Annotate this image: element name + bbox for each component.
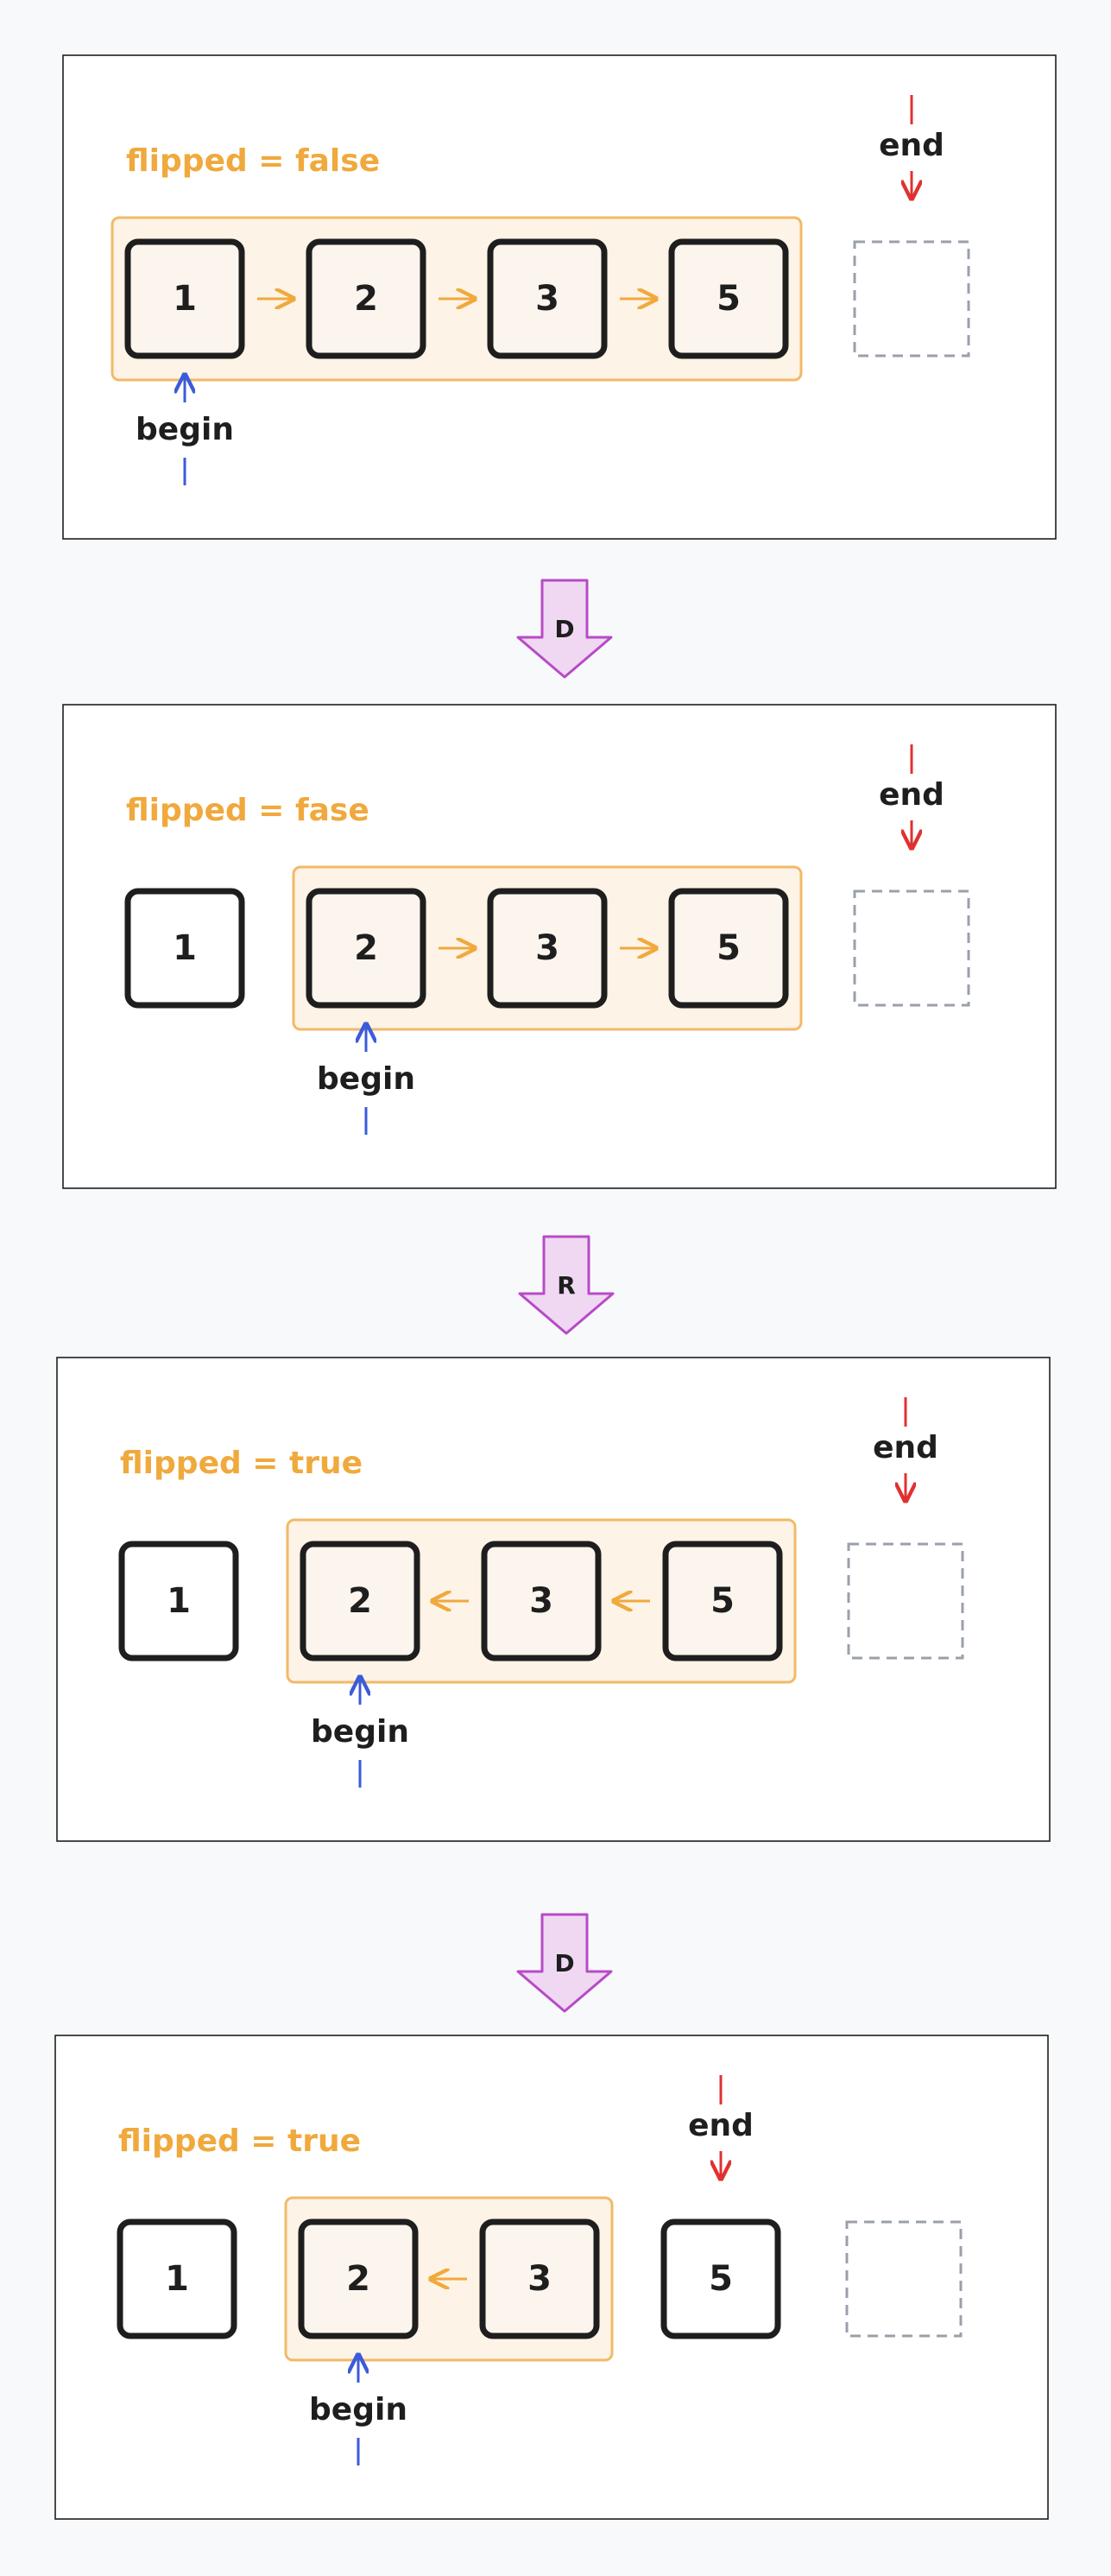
- node-value: 5: [716, 928, 741, 968]
- list-node: 3: [487, 238, 608, 359]
- end-label: end: [879, 128, 944, 163]
- state-panel: flipped = fase 1 2 3 5 begin end: [62, 704, 1057, 1189]
- operation-label: D: [554, 1949, 574, 1978]
- state-panel: flipped = true 1 2 3 5 begin end: [56, 1357, 1051, 1842]
- node-box: [668, 238, 789, 359]
- node-value: 2: [354, 928, 378, 968]
- begin-label: begin: [311, 1714, 409, 1750]
- list-node: 2: [300, 1541, 420, 1661]
- list-node: 1: [124, 238, 245, 359]
- operation-label: R: [557, 1271, 576, 1300]
- flipped-flag-label: flipped = true: [120, 1446, 363, 1481]
- flipped-flag-label: flipped = false: [126, 143, 380, 179]
- begin-pointer: begin: [311, 1677, 409, 1788]
- begin-pointer: begin: [317, 1024, 415, 1135]
- node-value: 3: [535, 928, 559, 968]
- node-value: 1: [173, 279, 197, 319]
- end-sentinel-slot: [847, 1542, 964, 1660]
- end-pointer: end: [873, 1397, 938, 1501]
- node-box: [117, 2218, 237, 2339]
- flipped-flag-label: flipped = fase: [126, 793, 369, 828]
- flipped-flag-label: flipped = true: [118, 2123, 361, 2159]
- node-value: 5: [709, 2259, 733, 2299]
- node-box: [118, 1541, 239, 1661]
- node-box: [124, 888, 245, 1009]
- operation-arrow-shape: [518, 1235, 615, 1335]
- node-box: [124, 238, 245, 359]
- end-pointer: end: [879, 95, 944, 199]
- operation-arrow: D: [516, 1913, 613, 2013]
- end-sentinel-slot: [853, 240, 970, 358]
- begin-label: begin: [136, 412, 234, 447]
- node-box: [487, 888, 608, 1009]
- node-value: 2: [346, 2259, 370, 2299]
- state-panel: flipped = true 1 2 3 5 begin end: [54, 2035, 1049, 2520]
- node-box: [662, 1541, 783, 1661]
- operation-arrow: R: [518, 1235, 615, 1335]
- node-box: [481, 1541, 602, 1661]
- node-box: [298, 2218, 419, 2339]
- list-node: 2: [306, 888, 426, 1009]
- end-label: end: [873, 1430, 938, 1465]
- operation-arrow-shape: [516, 579, 613, 679]
- node-box: [487, 238, 608, 359]
- operation-label: D: [554, 615, 574, 643]
- list-node: 5: [662, 1541, 783, 1661]
- end-label: end: [879, 777, 944, 813]
- operation-arrow: D: [516, 579, 613, 679]
- list-node: 1: [117, 2218, 237, 2339]
- node-value: 2: [348, 1581, 372, 1621]
- node-box: [306, 888, 426, 1009]
- list-node: 2: [306, 238, 426, 359]
- node-value: 1: [167, 1581, 191, 1621]
- list-node: 1: [118, 1541, 239, 1661]
- node-value: 5: [716, 279, 741, 319]
- begin-label: begin: [309, 2392, 407, 2427]
- node-value: 3: [535, 279, 559, 319]
- node-value: 3: [529, 1581, 553, 1621]
- node-value: 1: [173, 928, 197, 968]
- node-value: 5: [710, 1581, 735, 1621]
- end-pointer: end: [688, 2075, 754, 2179]
- end-label: end: [688, 2108, 754, 2143]
- node-box: [668, 888, 789, 1009]
- list-node: 3: [481, 1541, 602, 1661]
- begin-label: begin: [317, 1061, 415, 1097]
- node-box: [306, 238, 426, 359]
- list-node: 5: [668, 888, 789, 1009]
- end-pointer: end: [879, 744, 944, 848]
- list-node: 2: [298, 2218, 419, 2339]
- node-value: 1: [165, 2259, 189, 2299]
- end-sentinel-slot: [853, 889, 970, 1007]
- operation-arrow-shape: [516, 1913, 613, 2013]
- node-box: [660, 2218, 781, 2339]
- node-value: 2: [354, 279, 378, 319]
- state-panel: flipped = false 1 2 3 5 begin end: [62, 54, 1057, 540]
- end-sentinel-slot: [845, 2220, 963, 2338]
- node-box: [300, 1541, 420, 1661]
- begin-pointer: begin: [309, 2355, 407, 2465]
- begin-pointer: begin: [136, 375, 234, 485]
- list-node: 5: [660, 2218, 781, 2339]
- node-box: [479, 2218, 600, 2339]
- list-node: 3: [487, 888, 608, 1009]
- list-node: 1: [124, 888, 245, 1009]
- list-node: 5: [668, 238, 789, 359]
- node-value: 3: [527, 2259, 552, 2299]
- list-node: 3: [479, 2218, 600, 2339]
